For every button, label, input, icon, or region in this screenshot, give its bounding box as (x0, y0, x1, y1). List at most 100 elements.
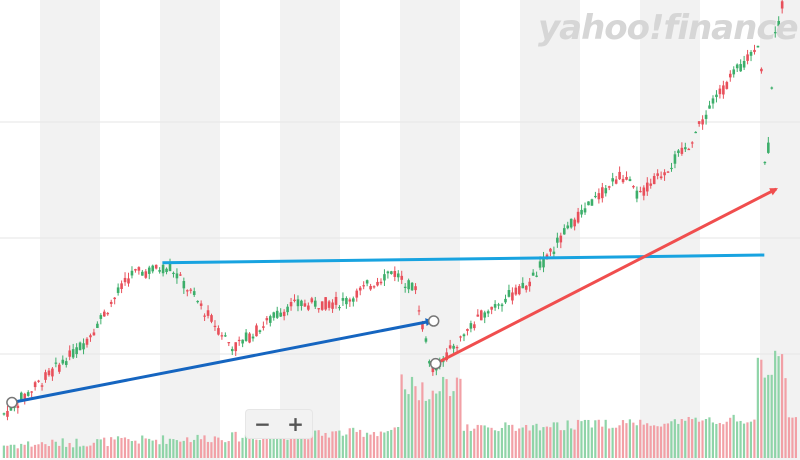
candle-body (718, 88, 722, 95)
volume-bar (504, 422, 507, 458)
volume-bar (715, 423, 718, 458)
candle-body (262, 326, 265, 328)
volume-bar (199, 439, 203, 458)
candle-body (345, 298, 348, 305)
volume-bar (476, 424, 479, 458)
candle-body (230, 348, 234, 352)
annotation-handle[interactable] (427, 315, 440, 327)
volume-bar (590, 427, 593, 458)
candle-body (708, 105, 711, 109)
volume-bar (608, 428, 611, 458)
volume-bar (168, 438, 172, 458)
volume-bar (241, 437, 244, 458)
volume-bar (272, 436, 275, 458)
candle-body (37, 380, 40, 382)
candle-body (376, 281, 379, 286)
candle-body (51, 368, 54, 377)
candle-body (16, 405, 20, 409)
candle-body (486, 311, 490, 314)
volume-bar (787, 417, 791, 458)
volume-bar (314, 430, 317, 458)
candle-body (369, 286, 372, 290)
volume-bar (583, 419, 587, 458)
candle-body (6, 410, 9, 417)
recovery-trend-arrow[interactable] (434, 187, 778, 366)
candle-body (701, 119, 704, 125)
volume-bar (210, 442, 213, 458)
volume-bar (282, 436, 286, 458)
volume-bar (331, 431, 334, 458)
volume-bar (497, 431, 500, 458)
volume-bar (265, 436, 268, 458)
volume-bar (293, 436, 296, 458)
candle-body (507, 290, 511, 297)
annotation-handle[interactable] (429, 357, 442, 370)
candle-body (531, 272, 535, 276)
candle-body (569, 218, 573, 228)
candle-body (338, 306, 341, 309)
volume-bar (9, 444, 12, 458)
volume-bar (646, 423, 649, 458)
candle-body (237, 339, 241, 342)
volume-bar (258, 439, 261, 458)
candle-body (763, 161, 767, 164)
volume-bar (286, 439, 289, 458)
candle-body (365, 280, 369, 284)
volume-bar (697, 421, 701, 458)
candle-body (697, 121, 701, 124)
candle-body (313, 300, 317, 307)
candle-body (161, 264, 165, 274)
candle-body (715, 94, 718, 98)
volume-bar (483, 425, 486, 458)
volume-bar (144, 438, 147, 458)
volume-bar (220, 440, 223, 458)
volume-bar (338, 430, 341, 458)
candle-body (500, 304, 504, 307)
annotation-handle[interactable] (6, 396, 18, 409)
candle-body (400, 275, 404, 280)
volume-bar (37, 444, 40, 458)
resistance-line[interactable] (162, 253, 765, 265)
volume-bar (639, 419, 642, 458)
candle-body (186, 290, 189, 292)
zoom-in-button[interactable]: + (287, 412, 304, 436)
time-band (760, 0, 800, 460)
support-trend-arrow[interactable] (11, 318, 434, 404)
volume-bar (175, 440, 178, 458)
zoom-out-button[interactable]: − (254, 412, 271, 436)
candle-body (528, 281, 531, 287)
volume-bar (763, 377, 766, 458)
candle-body (293, 299, 296, 302)
volume-bar (428, 399, 431, 458)
volume-bar (746, 422, 749, 458)
time-bands (40, 0, 800, 460)
candle-body (625, 176, 628, 180)
volume-bar (739, 420, 742, 458)
candle-body (469, 323, 473, 329)
candle-body (40, 385, 44, 387)
candle-body (549, 248, 552, 252)
candle-body (511, 292, 514, 301)
candle-body (597, 193, 601, 200)
volume-bar (279, 436, 282, 458)
volume-bar (514, 430, 517, 458)
volume-bar (372, 432, 376, 458)
volume-bar (500, 427, 504, 458)
volume-bar (455, 377, 459, 458)
candle-body (352, 298, 355, 302)
candle-body (614, 179, 618, 184)
candle-body (632, 185, 635, 188)
volume-bar (525, 424, 528, 458)
candle-body (123, 277, 127, 283)
candle-body (535, 275, 538, 277)
candle-body (663, 172, 666, 176)
volume-bar (680, 419, 683, 458)
candle-body (158, 270, 161, 272)
volume-bar (89, 445, 92, 458)
volume-bar (784, 378, 787, 458)
volume-bar (379, 431, 382, 458)
candle-body (147, 267, 151, 274)
candle-body (213, 325, 217, 328)
drawn-annotations[interactable] (6, 187, 778, 409)
